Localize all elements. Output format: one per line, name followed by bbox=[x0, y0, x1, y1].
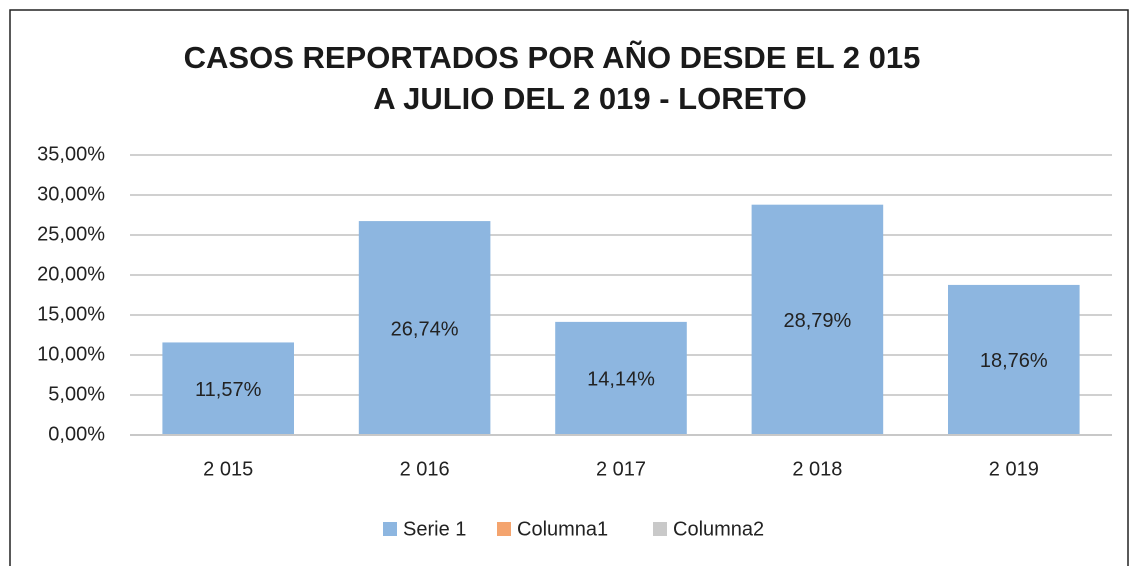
y-tick-label: 30,00% bbox=[37, 183, 105, 205]
legend-swatch bbox=[497, 522, 511, 536]
chart-border bbox=[9, 9, 1129, 566]
bar bbox=[948, 284, 1080, 435]
y-tick-label: 0,00% bbox=[48, 423, 105, 445]
x-tick-label: 2 016 bbox=[400, 458, 450, 480]
y-tick-label: 15,00% bbox=[37, 303, 105, 325]
bar bbox=[555, 321, 687, 435]
y-tick-label: 5,00% bbox=[48, 383, 105, 405]
bar bbox=[358, 221, 491, 435]
chart-title: CASOS REPORTADOS POR AÑO DESDE EL 2 015 bbox=[184, 40, 921, 75]
x-tick-label: 2 017 bbox=[596, 458, 646, 480]
bar bbox=[751, 204, 884, 435]
data-label: 28,79% bbox=[783, 310, 851, 332]
data-label: 14,14% bbox=[587, 369, 655, 391]
y-tick-label: 20,00% bbox=[37, 263, 105, 285]
data-label: 18,76% bbox=[980, 350, 1048, 372]
bar bbox=[162, 342, 294, 435]
legend-swatch bbox=[653, 522, 667, 536]
legend-label: Columna1 bbox=[517, 518, 608, 540]
chart-title: A JULIO DEL 2 019 - LORETO bbox=[373, 81, 807, 116]
x-tick-label: 2 019 bbox=[989, 458, 1039, 480]
legend-label: Columna2 bbox=[673, 518, 764, 540]
x-tick-label: 2 015 bbox=[203, 458, 253, 480]
y-tick-label: 25,00% bbox=[37, 223, 105, 245]
x-tick-label: 2 018 bbox=[792, 458, 842, 480]
legend-swatch bbox=[383, 522, 397, 536]
legend-label: Serie 1 bbox=[403, 518, 466, 540]
y-tick-label: 10,00% bbox=[37, 343, 105, 365]
data-label: 11,57% bbox=[195, 379, 262, 401]
y-tick-label: 35,00% bbox=[37, 143, 105, 165]
data-label: 26,74% bbox=[391, 318, 459, 340]
